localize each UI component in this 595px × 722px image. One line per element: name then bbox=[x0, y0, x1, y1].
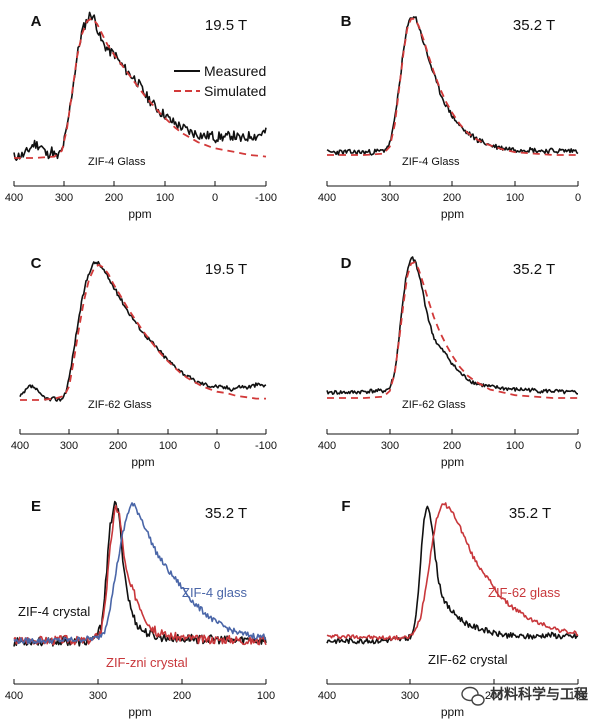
series-line-simulated bbox=[327, 261, 578, 399]
field-strength-label: 19.5 T bbox=[205, 261, 247, 278]
watermark: 材料科学与工程 bbox=[461, 686, 588, 706]
x-tick-label: 300 bbox=[89, 690, 107, 702]
x-tick-label: 200 bbox=[443, 192, 461, 204]
series-label: ZIF-62 glass bbox=[488, 585, 561, 600]
x-tick-label: 400 bbox=[5, 690, 23, 702]
panel-d: 400 300 200 100 0 ppm D 35.2 T ZIF-62 Glass bbox=[318, 255, 581, 469]
x-tick-label: 0 bbox=[214, 440, 220, 452]
legend-label-measured: Measured bbox=[204, 63, 266, 79]
panel-letter: E bbox=[31, 498, 41, 515]
x-axis-title: ppm bbox=[441, 705, 464, 719]
x-tick-label: 0 bbox=[575, 440, 581, 452]
x-tick-label: 200 bbox=[109, 440, 127, 452]
series-label: ZIF-4 glass bbox=[182, 585, 248, 600]
sample-label: ZIF-62 Glass bbox=[402, 399, 466, 411]
legend-label-simulated: Simulated bbox=[204, 83, 266, 99]
x-tick-label: 200 bbox=[443, 440, 461, 452]
x-tick-label: 400 bbox=[11, 440, 29, 452]
series-line-zif-62-crystal bbox=[326, 505, 579, 645]
sample-label: ZIF-4 Glass bbox=[402, 156, 460, 168]
x-tick-label: 100 bbox=[569, 690, 587, 702]
panel-e: 400 300 200 100 ppm E 35.2 T ZIF-4 crystal ZIF-z… bbox=[5, 498, 275, 719]
panel-letter: F bbox=[341, 498, 350, 515]
panel-f: 400 300 200 100 ppm F 35.2 T ZIF-62 crystal ZIF-… bbox=[318, 498, 587, 719]
x-tick-label: 100 bbox=[506, 440, 524, 452]
x-axis-title: ppm bbox=[441, 207, 464, 221]
x-tick-label: 300 bbox=[60, 440, 78, 452]
panel-letter: C bbox=[31, 255, 42, 272]
panel-letter: A bbox=[31, 13, 42, 30]
series-line-measured bbox=[326, 16, 579, 156]
series-line-measured bbox=[19, 260, 267, 402]
legend: Measured Simulated bbox=[174, 63, 266, 99]
field-strength-label: 35.2 T bbox=[513, 17, 555, 34]
x-tick-label: -100 bbox=[255, 440, 277, 452]
x-tick-label: 300 bbox=[401, 690, 419, 702]
series-line-zif-zni-crystal bbox=[13, 504, 267, 646]
panel-letter: B bbox=[341, 13, 352, 30]
x-tick-label: 100 bbox=[257, 690, 275, 702]
series-line-measured bbox=[13, 11, 267, 161]
series-line-zif-4-crystal bbox=[13, 500, 267, 647]
x-tick-label: 200 bbox=[105, 192, 123, 204]
series-line-zif-4-glass bbox=[13, 502, 267, 645]
wechat-icon bbox=[461, 686, 485, 706]
x-axis-title: ppm bbox=[441, 455, 464, 469]
sample-label: ZIF-4 Glass bbox=[88, 156, 146, 168]
panel-a: 400 300 200 100 0 -100 ppm A 19.5 T ZIF-4 Glass bbox=[5, 11, 277, 221]
field-strength-label: 35.2 T bbox=[509, 505, 551, 522]
x-tick-label: 400 bbox=[318, 690, 336, 702]
sample-label: ZIF-62 Glass bbox=[88, 399, 152, 411]
x-axis-title: ppm bbox=[128, 207, 151, 221]
series-line-simulated bbox=[327, 17, 578, 156]
panel-letter: D bbox=[341, 255, 352, 272]
series-line-simulated bbox=[14, 17, 267, 159]
field-strength-label: 35.2 T bbox=[513, 261, 555, 278]
series-label: ZIF-62 crystal bbox=[428, 652, 508, 667]
panel-b: 400 300 200 100 0 ppm B 35.2 T ZIF-4 Glass bbox=[318, 13, 581, 221]
x-axis-title: ppm bbox=[128, 705, 151, 719]
x-tick-label: 200 bbox=[173, 690, 191, 702]
x-tick-label: 300 bbox=[381, 440, 399, 452]
x-tick-label: 100 bbox=[159, 440, 177, 452]
x-tick-label: 0 bbox=[212, 192, 218, 204]
field-strength-label: 35.2 T bbox=[205, 505, 247, 522]
x-tick-label: 0 bbox=[575, 192, 581, 204]
x-tick-label: 100 bbox=[156, 192, 174, 204]
x-tick-label: 300 bbox=[55, 192, 73, 204]
x-axis-title: ppm bbox=[131, 455, 154, 469]
field-strength-label: 19.5 T bbox=[205, 17, 247, 34]
x-tick-label: -100 bbox=[255, 192, 277, 204]
series-line-zif-62-glass bbox=[326, 502, 579, 641]
series-label: ZIF-zni crystal bbox=[106, 655, 188, 670]
x-tick-label: 400 bbox=[5, 192, 23, 204]
series-line-measured bbox=[326, 256, 578, 395]
watermark-text: 材料科学与工程 bbox=[490, 686, 588, 703]
x-tick-label: 400 bbox=[318, 192, 336, 204]
x-tick-label: 400 bbox=[318, 440, 336, 452]
series-label: ZIF-4 crystal bbox=[18, 604, 90, 619]
x-tick-label: 100 bbox=[506, 192, 524, 204]
x-tick-label: 200 bbox=[485, 690, 503, 702]
x-tick-label: 300 bbox=[381, 192, 399, 204]
panel-c: 400 300 200 100 0 -100 ppm C 19.5 T ZIF-62 Glass bbox=[11, 255, 277, 469]
